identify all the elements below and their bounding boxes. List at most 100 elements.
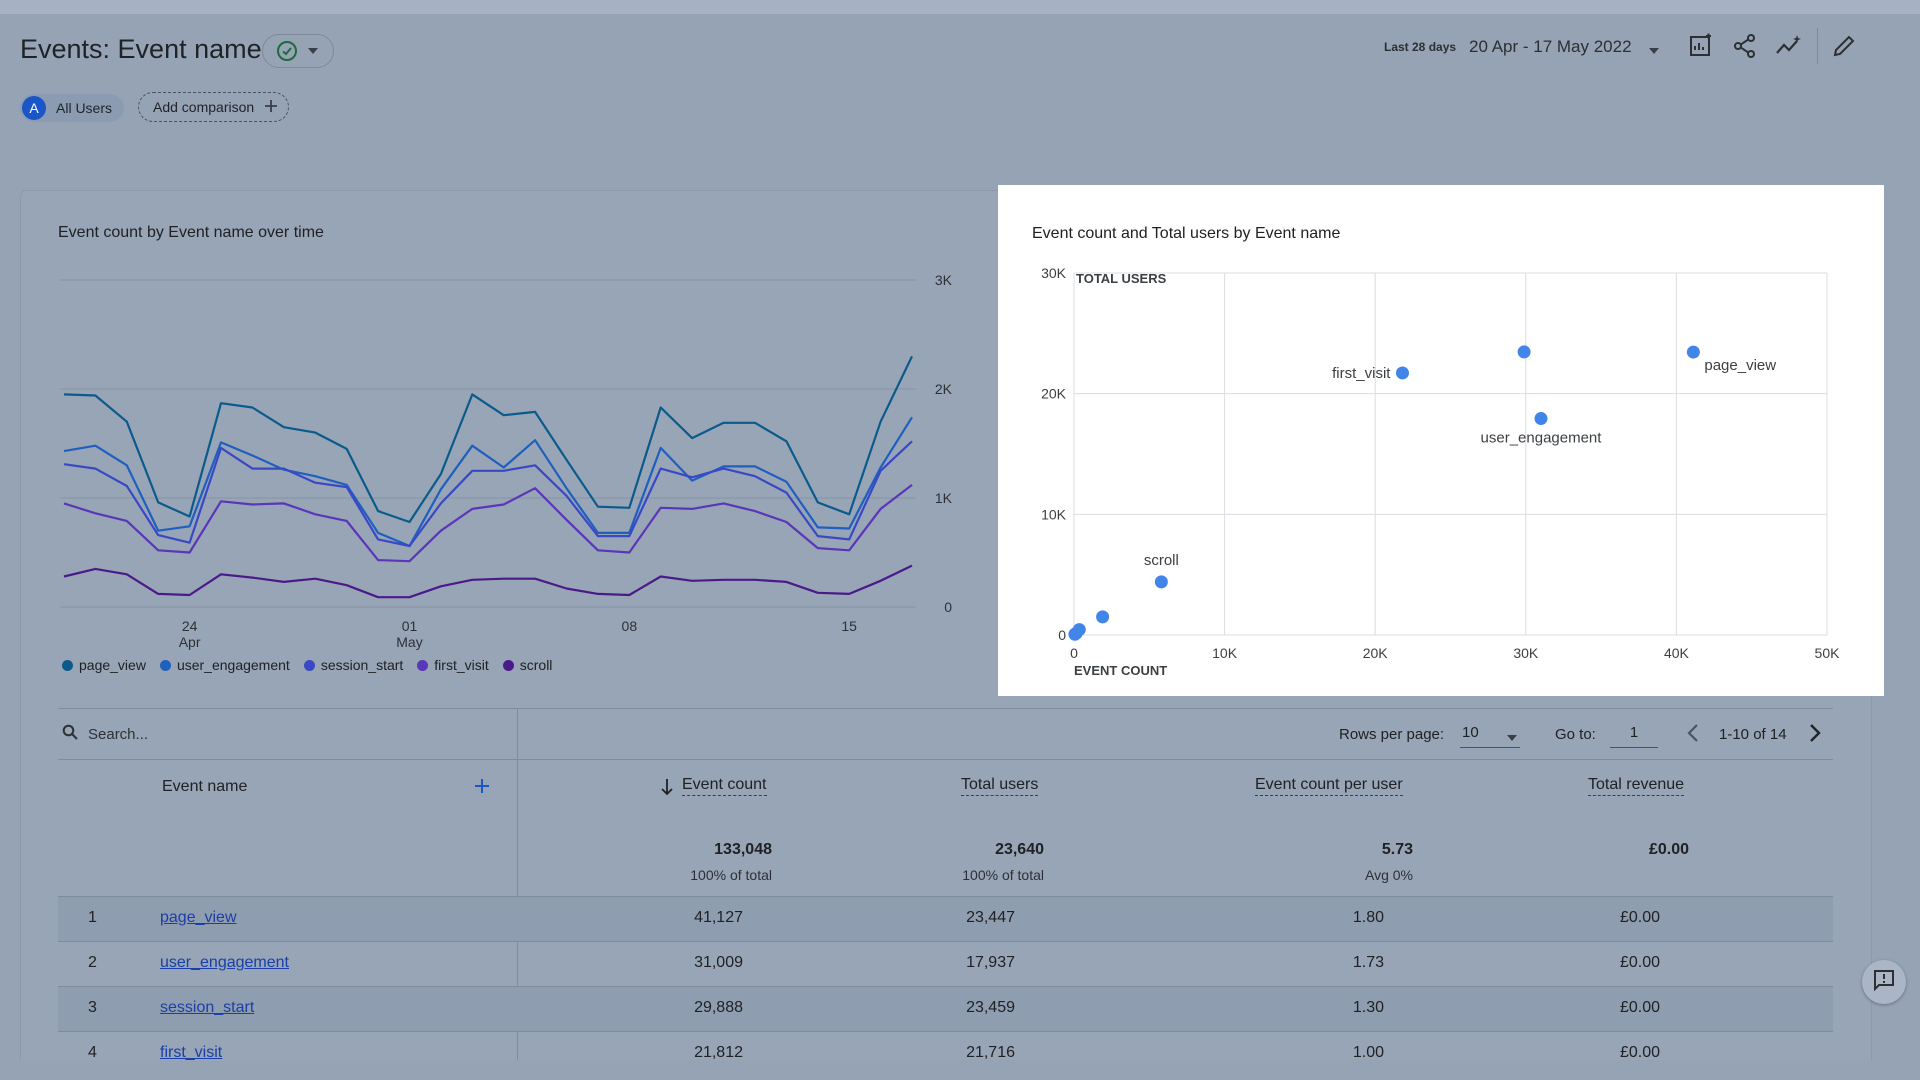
row-total-revenue: £0.00 [1619, 909, 1660, 926]
legend-label: scroll [519, 657, 553, 673]
row-rank: 4 [88, 1044, 97, 1061]
goto-page-input[interactable]: 1 [1610, 720, 1658, 748]
goto-label: Go to: [1555, 726, 1596, 743]
x-tick-label: 20K [1363, 645, 1389, 661]
legend-label: session_start [320, 657, 404, 673]
row-total-users: 21,716 [966, 1044, 1015, 1061]
row-rank: 2 [88, 954, 97, 971]
point-label-first_visit: first_visit [1332, 365, 1391, 382]
chevron-down-icon [307, 47, 319, 55]
x-tick-month-label: Apr [179, 634, 201, 650]
x-tick-label: 15 [841, 618, 857, 634]
legend-swatch [159, 659, 171, 671]
scatter-point [1068, 627, 1082, 641]
y-tick-label: 20K [1041, 386, 1067, 402]
scatter-chart: 0 10K 20K 30K 0 10K 20K 30K 40K 50K TOTAL USERS EVE… [1041, 265, 1840, 678]
y-tick-label: 0 [944, 599, 952, 615]
x-tick-label: 01 [402, 618, 418, 634]
series-line-session_start [63, 440, 913, 548]
series-line-first_visit [63, 484, 913, 563]
check-circle-icon [277, 41, 297, 61]
search-icon [62, 724, 78, 744]
all-users-chip[interactable]: A All Users [20, 94, 125, 122]
row-event-count: 21,812 [694, 1044, 743, 1061]
y-tick-label: 2K [935, 381, 953, 397]
legend-item-scroll[interactable]: scroll [502, 657, 553, 673]
add-dimension-plus-icon[interactable] [472, 776, 492, 801]
pagination-status: 1-10 of 14 [1719, 726, 1787, 743]
chevron-down-icon [1506, 729, 1518, 746]
x-tick-label: 24 [182, 618, 198, 634]
x-tick-label: 08 [622, 618, 638, 634]
series-line-scroll [63, 564, 913, 599]
table-row: 3 session_start 29,888 23,459 1.30 £0.00 [58, 986, 1833, 1031]
scatter-point [1517, 345, 1531, 359]
series-line-page_view [63, 355, 913, 524]
column-header-event-count[interactable]: Event count [682, 776, 767, 796]
line-chart-title: Event count by Event name over time [58, 224, 324, 241]
total-revenue: £0.00 [1648, 841, 1689, 858]
row-event-count-per-user: 1.73 [1352, 954, 1384, 971]
legend-swatch [502, 659, 514, 671]
segment-avatar: A [22, 96, 46, 120]
table-row: 1 page_view 41,127 23,447 1.80 £0.00 [58, 896, 1833, 941]
legend-item-first_visit[interactable]: first_visit [417, 657, 489, 673]
chevron-left-icon[interactable] [1686, 722, 1700, 749]
row-total-revenue: £0.00 [1619, 999, 1660, 1016]
scatter-point-user_engagement [1534, 412, 1548, 426]
y-axis-label: TOTAL USERS [1076, 271, 1167, 286]
column-header-total-users[interactable]: Total users [961, 776, 1039, 796]
row-event-name-link[interactable]: page_view [160, 909, 237, 926]
table-row: 2 user_engagement 31,009 17,937 1.73 £0.… [58, 941, 1833, 986]
y-tick-label: 1K [935, 490, 953, 506]
feedback-button[interactable] [1862, 960, 1906, 1004]
total-event-count-per-user-avg: Avg 0% [1365, 867, 1413, 883]
table-search[interactable]: Search... [58, 709, 518, 759]
column-header-total-revenue[interactable]: Total revenue [1588, 776, 1685, 796]
legend-item-session_start[interactable]: session_start [303, 657, 404, 673]
x-tick-label: 0 [1070, 645, 1078, 661]
total-users: 23,640 [995, 841, 1044, 858]
header-divider [58, 759, 1833, 760]
page-title: Events: Event name [20, 34, 262, 64]
row-event-name-link[interactable]: user_engagement [160, 954, 289, 971]
x-tick-label: 30K [1513, 645, 1539, 661]
column-header-event-name[interactable]: Event name [162, 778, 248, 795]
legend-swatch [417, 659, 429, 671]
row-event-count: 31,009 [694, 954, 743, 971]
plus-icon [264, 99, 278, 116]
row-total-users: 17,937 [966, 954, 1015, 971]
row-event-name-link[interactable]: session_start [160, 999, 255, 1016]
status-dropdown[interactable] [262, 34, 334, 68]
legend-item-user_engagement[interactable]: user_engagement [159, 657, 290, 673]
row-total-users: 23,447 [966, 909, 1015, 926]
scatter-point [1096, 610, 1110, 624]
series-line-user_engagement [63, 416, 913, 548]
page-bottom-edge [0, 1060, 1920, 1080]
rows-per-page-select[interactable]: 10 [1460, 720, 1520, 748]
y-tick-label: 0 [1058, 627, 1066, 643]
add-comparison-button[interactable]: Add comparison [138, 92, 290, 122]
chevron-right-icon[interactable] [1808, 722, 1822, 749]
customize-report-icon[interactable] [1687, 32, 1715, 60]
total-event-count-per-user: 5.73 [1381, 841, 1413, 858]
rows-per-page-label: Rows per page: [1339, 726, 1445, 743]
column-header-event-count-per-user[interactable]: Event count per user [1255, 776, 1403, 796]
add-comparison-label: Add comparison [153, 99, 255, 115]
chevron-down-icon[interactable] [1648, 42, 1660, 60]
row-event-name-link[interactable]: first_visit [160, 1044, 223, 1061]
share-icon[interactable] [1731, 32, 1759, 60]
table-top-border [58, 708, 1833, 709]
edit-pencil-icon[interactable] [1830, 32, 1858, 60]
x-tick-month-label: May [396, 634, 422, 650]
search-input[interactable]: Search... [88, 725, 149, 743]
row-rank: 3 [88, 999, 97, 1016]
insights-icon[interactable] [1775, 32, 1803, 60]
y-tick-label: 3K [935, 272, 953, 288]
legend-swatch [303, 659, 315, 671]
legend-item-page_view[interactable]: page_view [62, 657, 146, 673]
x-tick-label: 10K [1212, 645, 1238, 661]
top-edge [0, 0, 1920, 14]
date-range-value[interactable]: 20 Apr - 17 May 2022 [1469, 37, 1632, 56]
